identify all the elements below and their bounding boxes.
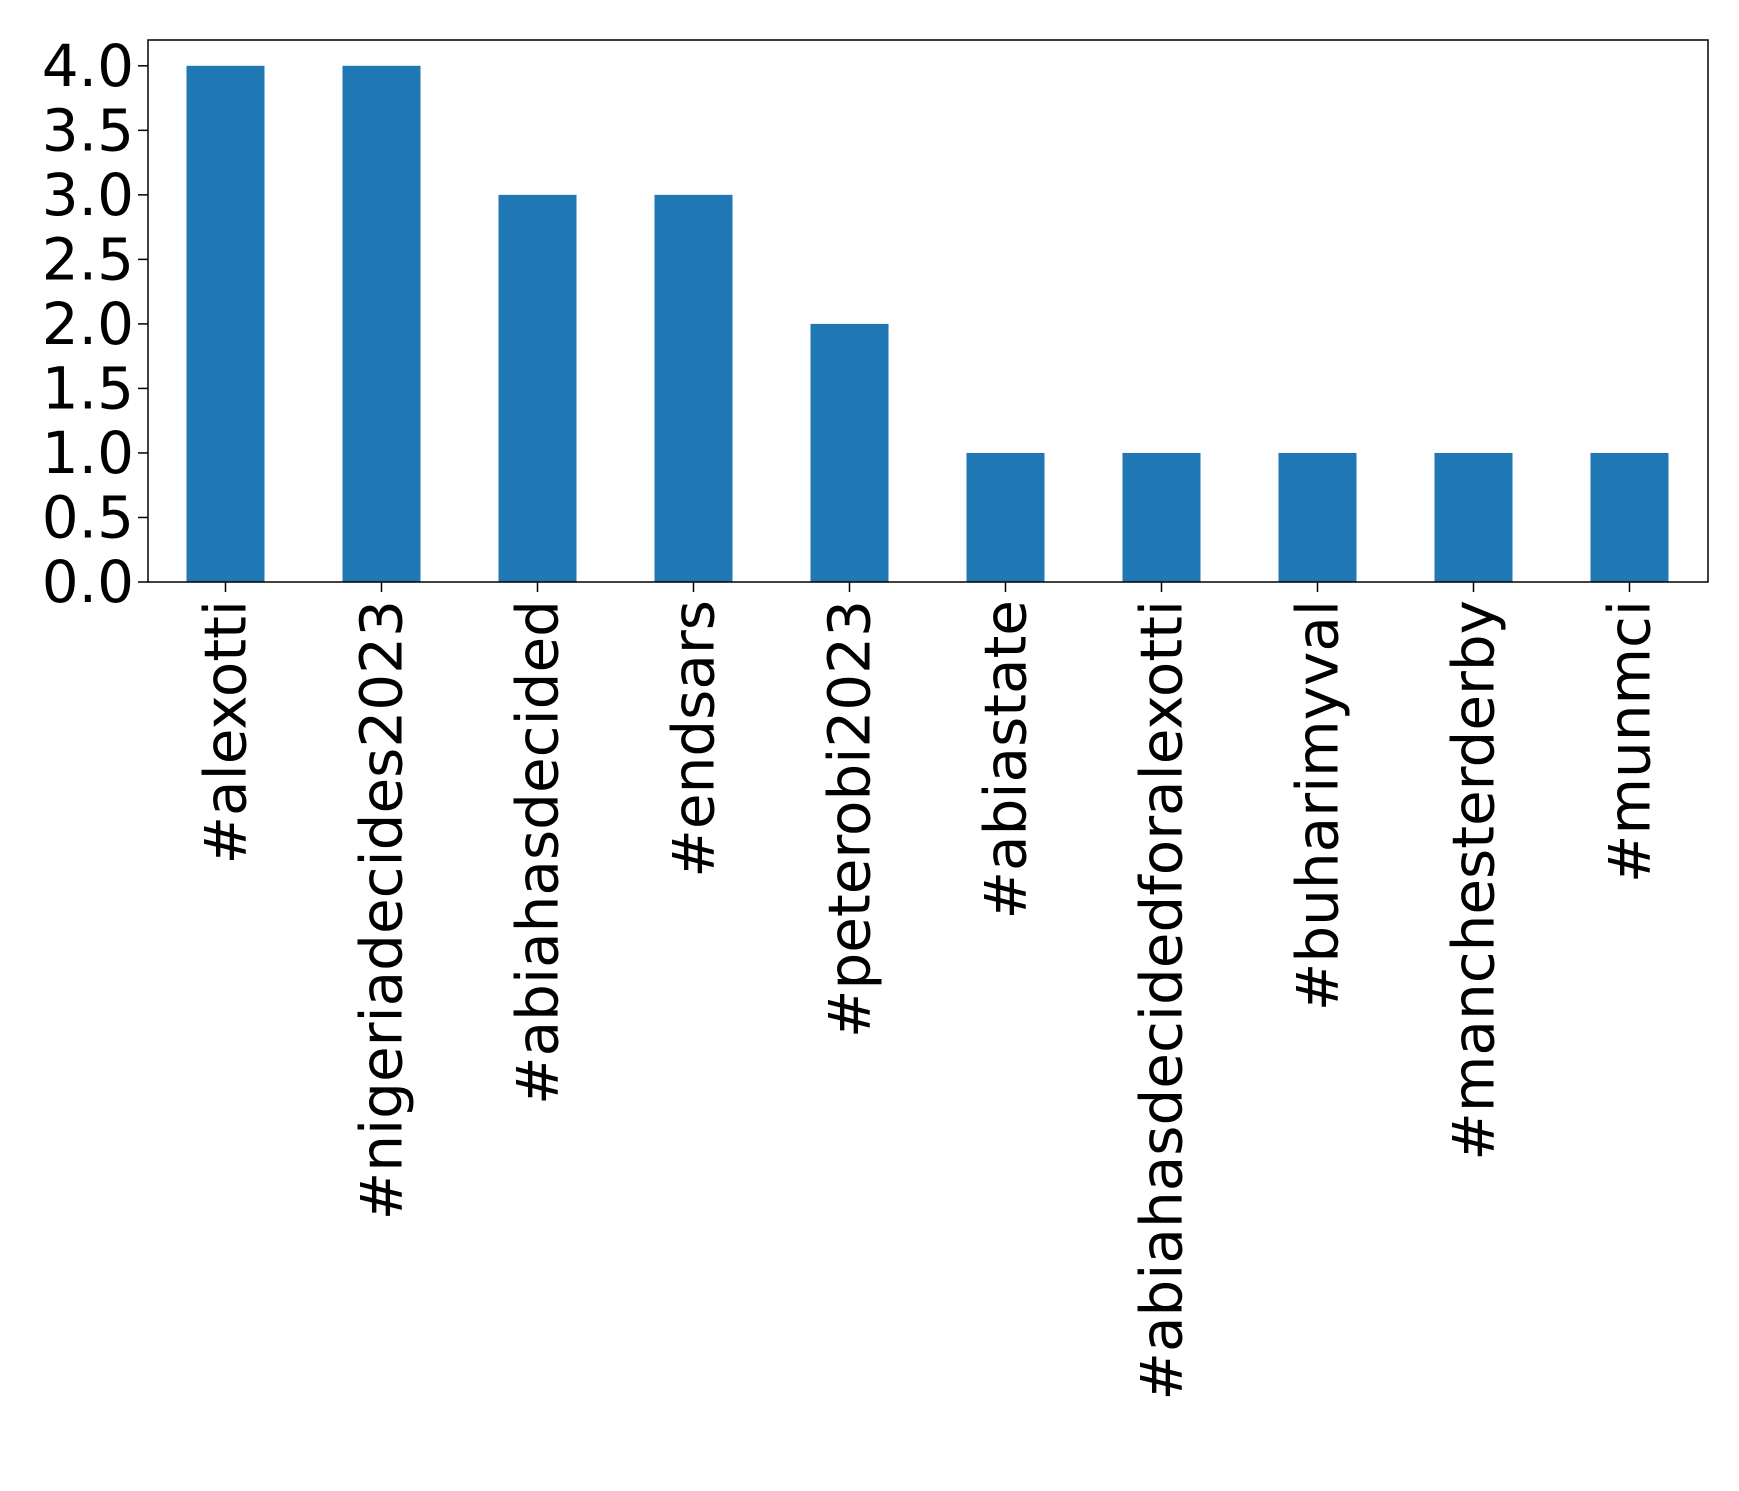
- x-tick-label: #alexotti: [192, 600, 260, 865]
- bar: [654, 194, 733, 582]
- y-tick-label: 2.0: [42, 290, 134, 358]
- x-tick-label: #abiahasdecided: [504, 600, 572, 1105]
- bar: [342, 65, 421, 583]
- x-tick-label: #nigeriadecides2023: [348, 600, 416, 1220]
- y-tick-label: 1.0: [42, 419, 134, 487]
- x-tick-label: #munmci: [1596, 600, 1664, 883]
- bar: [966, 452, 1045, 582]
- bar: [1590, 452, 1669, 582]
- y-tick-label: 3.5: [42, 96, 134, 164]
- bar: [810, 323, 889, 582]
- x-tick-label: #buharimyval: [1284, 600, 1352, 1011]
- bar: [1434, 452, 1513, 582]
- x-axis: #alexotti #nigeriadecides2023 #abiahasdeci…: [192, 582, 1664, 1401]
- bar: [498, 194, 577, 582]
- y-tick-label: 4.0: [42, 32, 134, 100]
- plot-frame: [147, 39, 1709, 583]
- bar: [1122, 452, 1201, 582]
- x-tick-label: #abiastate: [972, 600, 1040, 920]
- y-tick-label: 3.0: [42, 161, 134, 229]
- bar: [186, 65, 265, 583]
- y-axis: 0.00.51.01.52.02.53.03.54.0: [42, 32, 148, 616]
- x-tick-label: #endsars: [660, 600, 728, 878]
- bar: [1278, 452, 1357, 582]
- y-tick-label: 0.5: [42, 483, 134, 551]
- x-tick-label: #peterobi2023: [816, 600, 884, 1038]
- y-tick-label: 1.5: [42, 354, 134, 422]
- bars-group: [186, 65, 1669, 583]
- y-tick-label: 0.0: [42, 548, 134, 616]
- x-tick-label: #abiahasdecidedforalexotti: [1128, 600, 1196, 1401]
- y-tick-label: 2.5: [42, 225, 134, 293]
- x-tick-label: #manchesterderby: [1440, 600, 1508, 1161]
